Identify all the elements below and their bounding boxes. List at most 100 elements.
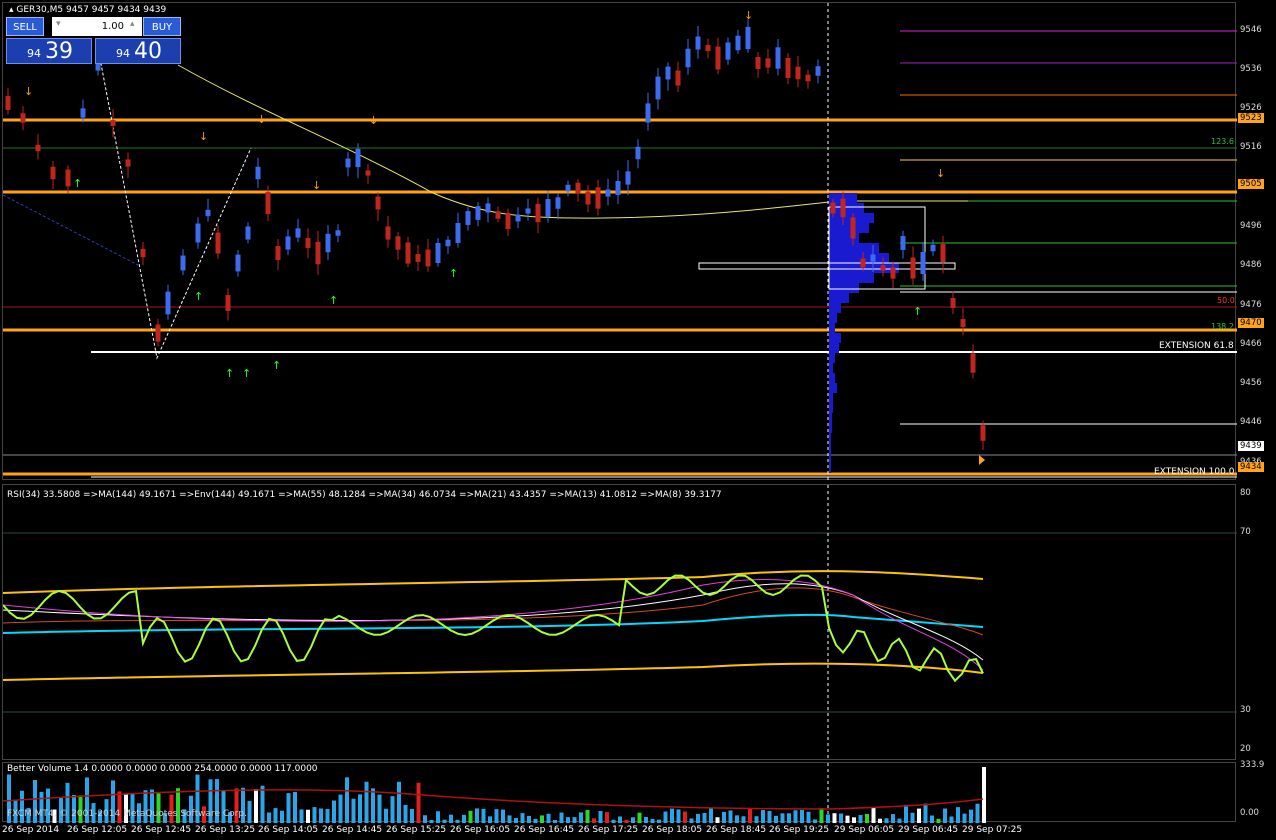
- volume-bar: [754, 816, 759, 823]
- volume-indicator-pane[interactable]: Better Volume 1.4 0.0000 0.0000 0.0000 2…: [2, 762, 1236, 823]
- volume-bar: [722, 811, 726, 823]
- candle-body: [65, 169, 71, 187]
- candle-body: [840, 198, 846, 218]
- rsi-indicator-pane[interactable]: RSI(34) 33.5808 =>MA(144) 49.1671 =>Env(…: [2, 484, 1237, 761]
- time-axis-label: 26 Sep 16:45: [514, 825, 575, 835]
- volume-bar: [371, 788, 375, 823]
- price-tag: 9439: [1238, 441, 1264, 451]
- price-scale[interactable]: 9546953695269516950694969486947694669456…: [1237, 2, 1276, 480]
- volume-bar: [163, 812, 167, 823]
- volume-bar: [195, 774, 200, 823]
- volume-bar: [221, 790, 226, 823]
- volume-bar: [618, 816, 622, 823]
- sell-signal-arrow-icon: ↓: [312, 179, 321, 192]
- volume-profile-bar: [829, 263, 899, 273]
- sell-signal-arrow-icon: ↓: [24, 85, 33, 98]
- lot-decrease-icon[interactable]: ▾: [56, 19, 61, 29]
- volume-bar: [832, 813, 837, 823]
- candle-body: [215, 232, 221, 254]
- buy-button[interactable]: BUY: [143, 17, 181, 36]
- volume-bar: [462, 814, 466, 823]
- candle-body: [35, 144, 41, 152]
- volume-bar: [748, 808, 752, 823]
- candle-body: [725, 42, 731, 60]
- buy-price-button[interactable]: 94 40: [95, 38, 181, 64]
- volume-bar: [254, 789, 258, 823]
- candle-body: [265, 191, 271, 215]
- volume-bar: [982, 767, 986, 823]
- rsi-scale-label: 70: [1240, 527, 1251, 537]
- volume-profile-bar: [829, 343, 839, 353]
- volume-profile-bar: [829, 403, 833, 413]
- candle-body: [285, 236, 291, 250]
- time-axis[interactable]: 26 Sep 2014 26 Sep 12:05 26 Sep 12:45 26 Se…: [0, 823, 1276, 840]
- candle-body: [910, 257, 916, 279]
- price-tag: 9470: [1238, 318, 1264, 328]
- lot-size-input[interactable]: 1.00: [52, 17, 142, 36]
- volume-bar: [156, 793, 161, 823]
- symbol-header-text: GER30,M5 9457 9457 9434 9439: [16, 5, 167, 15]
- volume-bar: [455, 819, 460, 823]
- volume-bar: [130, 793, 135, 823]
- time-axis-label: 26 Sep 12:05: [67, 825, 128, 835]
- volume-bar: [189, 795, 193, 823]
- price-chart-pane[interactable]: ↓↓↓↓↓↓↓↓↑↑↑↑↑↑↑↑ ▴ GER30,M5 9457 9457 94…: [2, 2, 1237, 481]
- candle-body: [195, 223, 201, 243]
- price-tag: 9523: [1238, 113, 1264, 123]
- volume-bar: [507, 815, 512, 823]
- volume-bar: [780, 813, 785, 823]
- price-scale-label: 9466: [1240, 339, 1262, 349]
- price-scale-label: 9476: [1240, 300, 1262, 310]
- candle-body: [545, 199, 551, 217]
- candle-body: [615, 181, 621, 195]
- volume-bar: [78, 795, 83, 823]
- candle-body: [930, 244, 936, 252]
- candle-body: [235, 254, 241, 272]
- volume-bar: [897, 818, 902, 823]
- copyright-text: FXCM MT4, © 2001-2014 MetaQuotes Softwar…: [7, 809, 247, 819]
- candle-body: [755, 56, 761, 70]
- volume-bar: [956, 807, 960, 823]
- rsi-header: RSI(34) 33.5808 =>MA(144) 49.1671 =>Env(…: [7, 490, 722, 500]
- sell-button[interactable]: SELL: [6, 17, 44, 36]
- volume-bar: [943, 808, 947, 823]
- volume-bar: [949, 816, 954, 823]
- volume-bar: [436, 811, 440, 823]
- volume-bar: [247, 801, 252, 823]
- candle-body: [165, 291, 171, 315]
- price-chart-canvas[interactable]: ↓↓↓↓↓↓↓↓↑↑↑↑↑↑↑↑: [3, 3, 1237, 481]
- volume-bar: [969, 809, 973, 823]
- volume-bar: [670, 808, 674, 823]
- volume-bar: [858, 815, 863, 823]
- volume-profile-bar: [829, 463, 831, 473]
- volume-bar: [683, 811, 687, 823]
- lot-increase-icon[interactable]: ▴: [130, 19, 135, 29]
- volume-bar: [429, 819, 434, 823]
- price-scale-label: 9546: [1240, 25, 1262, 35]
- volume-bar: [384, 808, 388, 823]
- volume-bar: [91, 803, 96, 823]
- time-axis-label: 26 Sep 19:25: [769, 825, 830, 835]
- sell-signal-arrow-icon: ↓: [936, 167, 945, 180]
- fib-label-50: 50.0: [1217, 296, 1235, 305]
- candle-body: [80, 108, 86, 118]
- volume-bar: [663, 811, 668, 823]
- range-box: [828, 206, 926, 290]
- candle-body: [50, 166, 56, 180]
- volume-bar: [540, 815, 544, 823]
- volume-bar: [39, 791, 44, 823]
- volume-canvas: [3, 763, 986, 823]
- rsi-scale-label: 20: [1240, 744, 1251, 754]
- volume-bar: [923, 803, 928, 823]
- volume-bar: [689, 818, 694, 823]
- volume-bar: [338, 794, 343, 823]
- candle-body: [345, 158, 351, 168]
- volume-scale: 333.9 0.00: [1237, 760, 1276, 822]
- sell-price-button[interactable]: 94 39: [6, 38, 92, 64]
- price-scale-label: 9516: [1240, 142, 1262, 152]
- volume-bar: [813, 819, 817, 823]
- volume-bar: [358, 794, 362, 823]
- candle-body: [205, 209, 211, 217]
- candle-body: [110, 120, 116, 126]
- volume-profile-bar: [829, 433, 831, 443]
